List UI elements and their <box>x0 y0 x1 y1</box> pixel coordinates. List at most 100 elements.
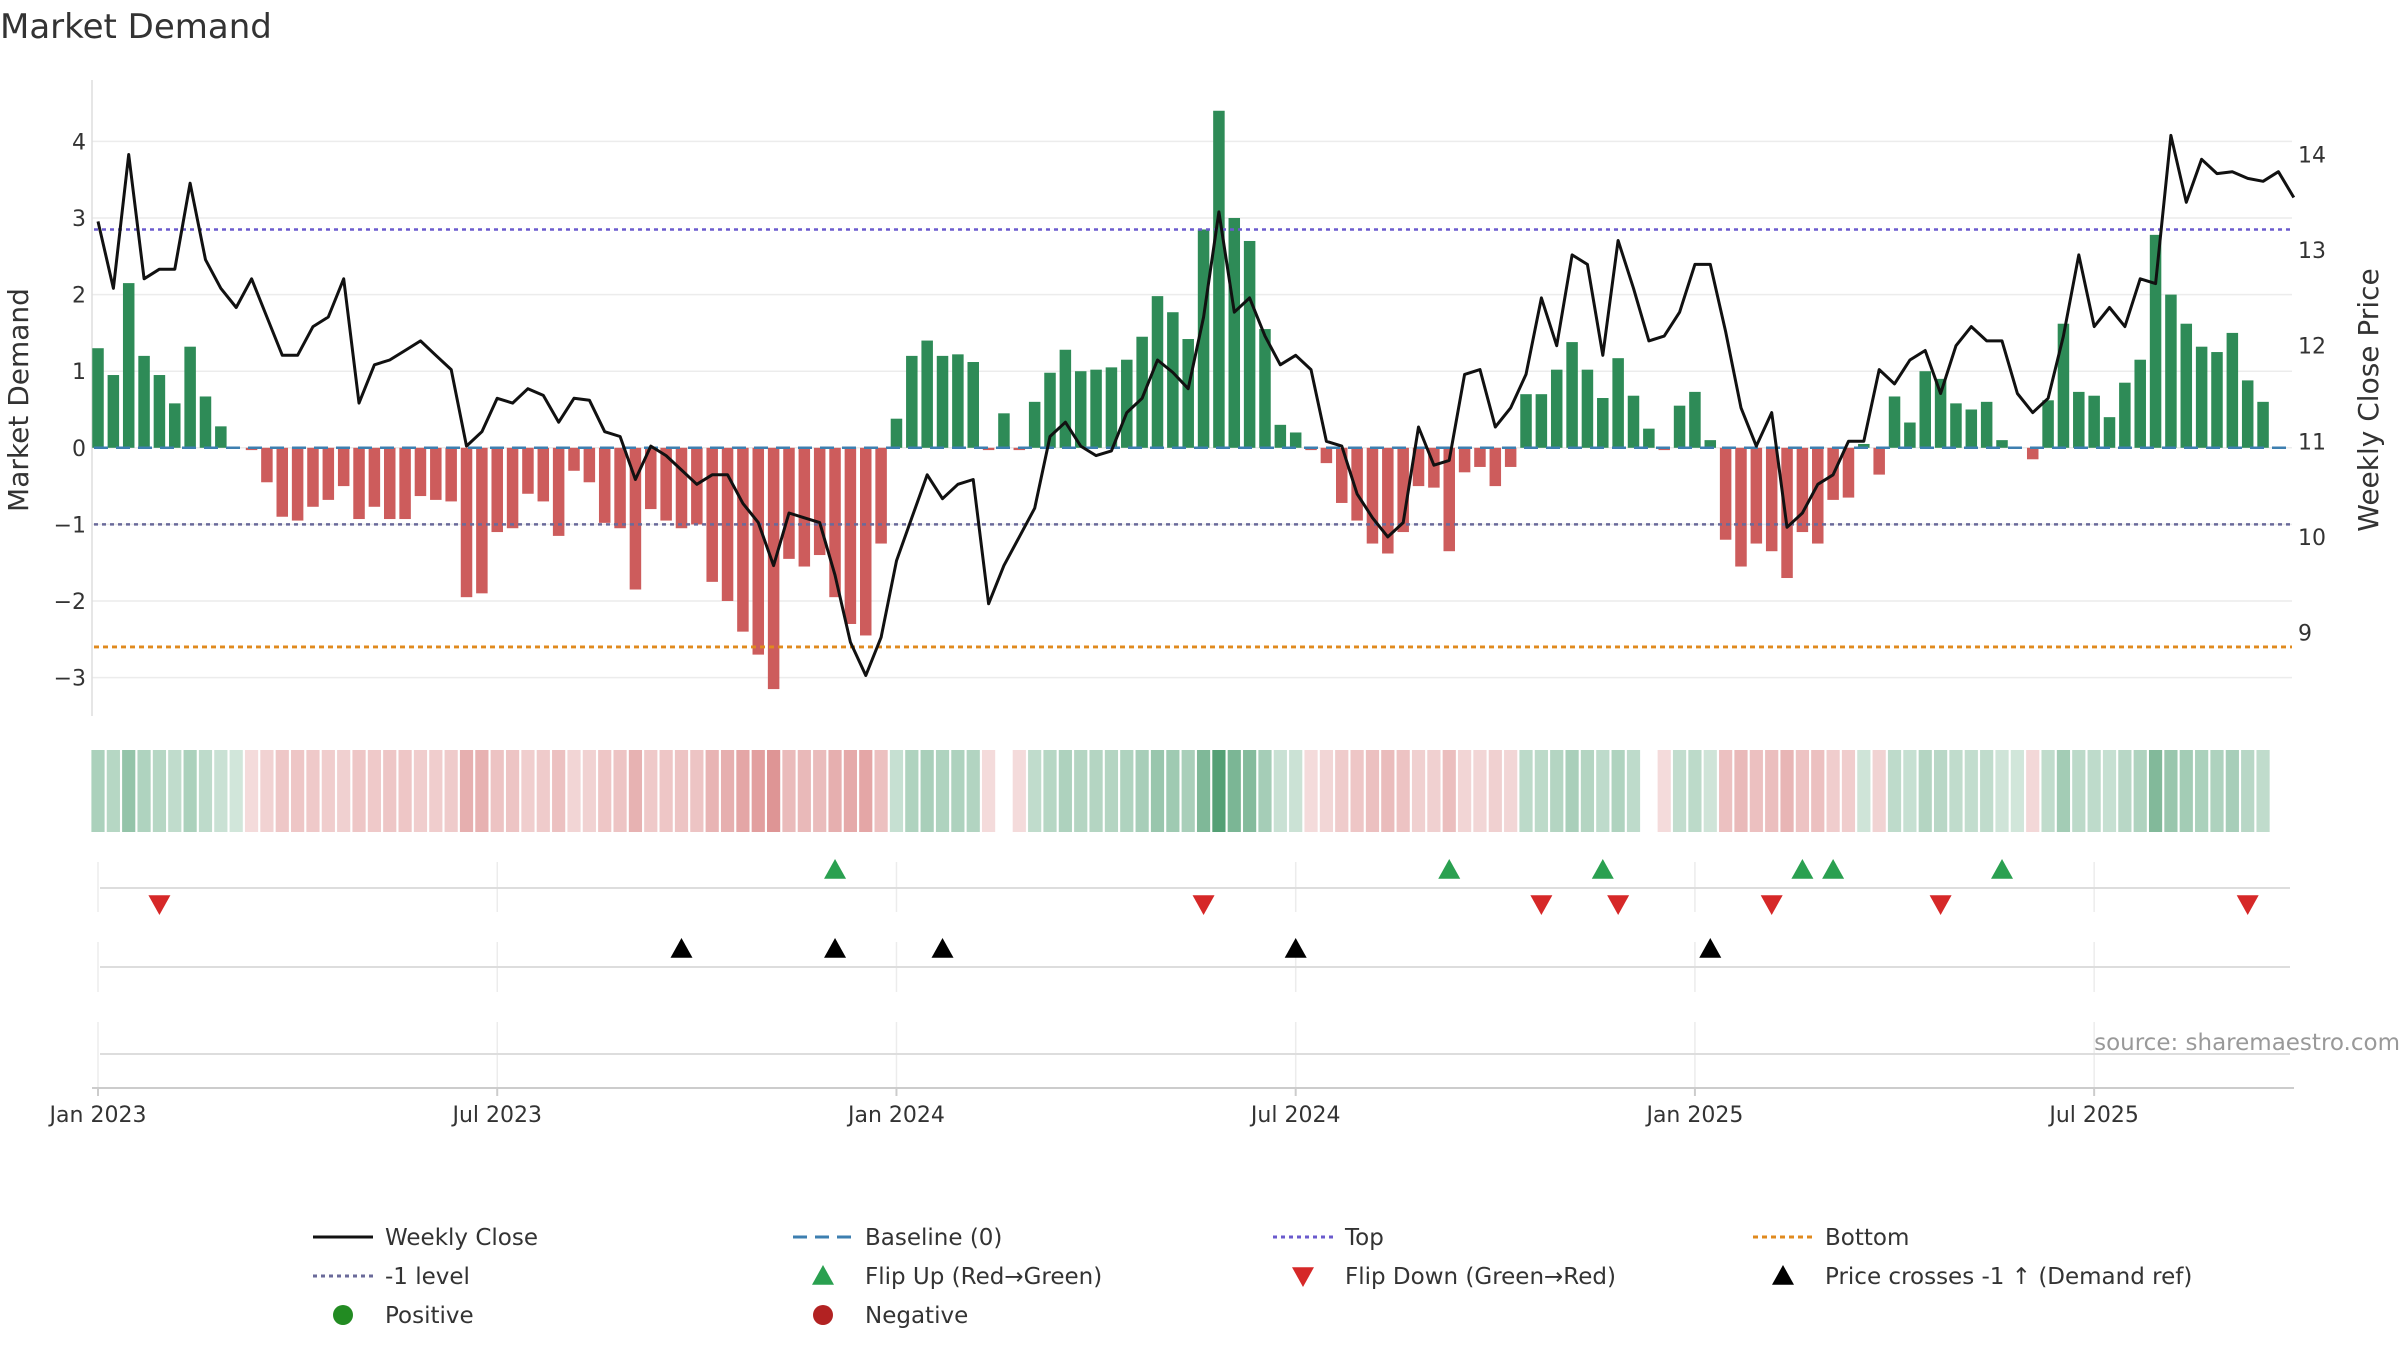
right-tick-label-1: 13 <box>2298 239 2326 264</box>
heat-cell-100 <box>1626 750 1641 832</box>
demand-bar-93 <box>1520 394 1532 448</box>
heat-cell-3 <box>137 750 151 832</box>
heat-cell-126 <box>2026 750 2040 832</box>
heat-cell-33 <box>598 750 612 832</box>
heat-cell-38 <box>674 750 689 832</box>
flip-down-marker-6 <box>2236 895 2259 915</box>
chart-title: Market Demand <box>0 7 272 47</box>
price-cross-marker-1 <box>824 938 847 958</box>
demand-bar-117 <box>1888 396 1901 448</box>
left-tick-label-7: −3 <box>54 667 86 692</box>
heat-cell-36 <box>644 750 658 832</box>
heat-cell-104 <box>1688 750 1702 832</box>
demand-bar-92 <box>1504 447 1517 467</box>
demand-bar-122 <box>1965 409 1978 448</box>
heat-cell-123 <box>1980 750 1994 832</box>
heat-cell-137 <box>2195 750 2209 832</box>
legend-label-1: Baseline (0) <box>865 1225 1002 1251</box>
demand-bar-115 <box>1858 443 1870 448</box>
demand-bar-80 <box>1320 447 1333 464</box>
heat-cell-55 <box>935 750 950 832</box>
demand-bar-3 <box>138 355 150 448</box>
demand-bar-106 <box>1719 447 1732 540</box>
demand-bar-52 <box>890 418 903 448</box>
heat-cell-116 <box>1872 750 1886 832</box>
heat-cell-119 <box>1918 750 1932 832</box>
demand-bar-126 <box>2026 447 2039 460</box>
heat-cell-86 <box>1411 750 1426 832</box>
flip-up-marker-3 <box>1791 859 1814 879</box>
heat-cell-125 <box>2010 750 2024 832</box>
demand-bar-98 <box>1597 398 1609 448</box>
left-tick-label-5: −1 <box>54 513 86 538</box>
flip-up-marker-0 <box>824 859 847 879</box>
heat-cell-111 <box>1795 750 1810 832</box>
demand-bar-21 <box>414 447 427 497</box>
demand-bar-76 <box>1259 329 1271 448</box>
demand-bar-37 <box>660 447 672 521</box>
heat-cell-79 <box>1304 750 1318 832</box>
heat-cell-23 <box>444 750 458 832</box>
heat-cell-65 <box>1089 750 1103 832</box>
demand-bar-85 <box>1397 447 1409 533</box>
demand-bar-116 <box>1873 447 1885 475</box>
demand-bar-44 <box>767 447 780 690</box>
demand-bar-69 <box>1151 296 1164 448</box>
heat-cell-81 <box>1335 750 1349 832</box>
demand-bar-13 <box>291 447 304 521</box>
heat-cell-95 <box>1550 750 1564 832</box>
heat-cell-49 <box>843 750 857 832</box>
demand-bar-91 <box>1489 447 1502 487</box>
demand-bar-56 <box>952 354 964 448</box>
right-axis-label: Weekly Close Price <box>2352 268 2385 531</box>
legend-label-8: Positive <box>385 1303 474 1329</box>
heat-cell-134 <box>2148 750 2163 832</box>
demand-bar-128 <box>2057 323 2070 448</box>
heat-cell-20 <box>398 750 412 832</box>
heat-cell-122 <box>1964 750 1978 832</box>
heat-cell-58 <box>981 750 996 832</box>
heat-cell-13 <box>291 750 305 832</box>
heat-cell-91 <box>1488 750 1502 832</box>
demand-bar-139 <box>2226 332 2239 448</box>
heat-cell-96 <box>1565 750 1579 832</box>
heat-cell-14 <box>306 750 320 832</box>
heat-cell-75 <box>1243 750 1257 832</box>
heat-cell-138 <box>2210 750 2224 832</box>
demand-bar-67 <box>1121 359 1133 448</box>
demand-bar-134 <box>2149 234 2162 448</box>
demand-bar-57 <box>967 362 979 448</box>
heat-cell-50 <box>859 750 873 832</box>
heat-cell-87 <box>1427 750 1441 832</box>
demand-bar-14 <box>307 447 319 507</box>
heat-cell-69 <box>1150 750 1165 832</box>
demand-bar-71 <box>1182 339 1194 448</box>
legend-marker-6 <box>1292 1267 1314 1287</box>
demand-bar-33 <box>598 447 611 523</box>
heat-cell-15 <box>321 750 335 832</box>
demand-bar-112 <box>1812 447 1824 544</box>
heat-cell-112 <box>1811 750 1825 832</box>
demand-bar-123 <box>1980 401 1993 448</box>
heat-cell-94 <box>1534 750 1548 832</box>
weekly-close-line <box>96 133 2296 677</box>
left-tick-label-2: 2 <box>72 284 86 309</box>
right-tick-label-0: 14 <box>2298 144 2326 169</box>
heat-cell-22 <box>429 750 443 832</box>
heat-cell-141 <box>2256 750 2270 832</box>
demand-bar-15 <box>322 447 335 500</box>
heat-cell-27 <box>505 750 520 832</box>
legend-label-6: Flip Down (Green→Red) <box>1345 1264 1616 1290</box>
demand-bar-48 <box>829 447 841 598</box>
demand-bar-121 <box>1950 403 1962 448</box>
heat-cell-99 <box>1611 750 1625 832</box>
demand-bar-29 <box>537 447 550 502</box>
legend-label-4: -1 level <box>385 1264 470 1290</box>
heat-cell-12 <box>275 750 289 832</box>
heat-cell-52 <box>889 750 904 832</box>
demand-bar-82 <box>1351 447 1363 521</box>
heat-cell-139 <box>2225 750 2239 832</box>
left-tick-label-4: 0 <box>72 437 86 462</box>
heat-cell-93 <box>1519 750 1533 832</box>
left-tick-label-0: 4 <box>72 130 86 155</box>
